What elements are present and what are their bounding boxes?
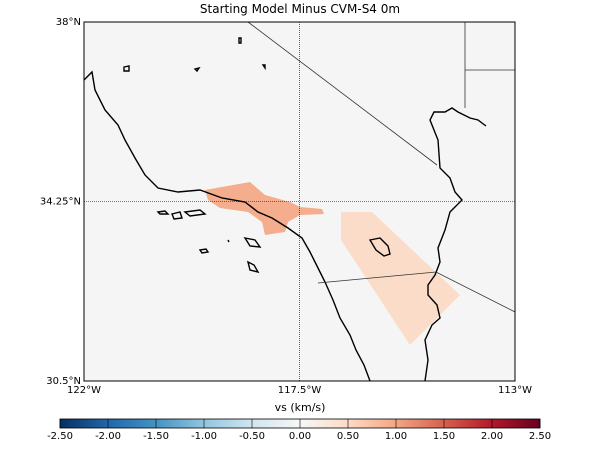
anomaly-patch: [205, 182, 324, 235]
lat-tick-label: 34.25°N: [40, 197, 81, 208]
island: [123, 37, 391, 274]
lat-tick-label: 38°N: [56, 17, 81, 28]
colorbar-tick-label: 2.50: [529, 431, 551, 442]
colorbar-tick-label: -1.50: [143, 431, 169, 442]
lat-tick-label: 30.5°N: [46, 376, 81, 387]
national-border: [317, 271, 516, 313]
colorbar-tick-label: -1.00: [191, 431, 217, 442]
colorbar-tick-label: -2.50: [47, 431, 73, 442]
state-border: [464, 22, 515, 108]
coastline: [83, 70, 371, 382]
colorbar-tick-label: 0.50: [337, 431, 359, 442]
anomaly-patch: [341, 212, 460, 345]
map-layers: [83, 21, 516, 382]
colorbar-tick-label: -0.50: [239, 431, 265, 442]
lon-tick-label: 122°W: [67, 385, 101, 396]
colorbar-tick-label: 1.50: [433, 431, 455, 442]
colorbar-tick-label: -2.00: [95, 431, 121, 442]
map-area: [84, 22, 515, 381]
lon-tick-label: 117.5°W: [278, 385, 322, 396]
colorbar-tick-label: 1.00: [385, 431, 407, 442]
colorbar-tick-label: 0.00: [289, 431, 311, 442]
map-frame: [83, 21, 516, 382]
lon-tick-label: 113°W: [498, 385, 532, 396]
map-title: Starting Model Minus CVM-S4 0m: [200, 2, 400, 16]
colorbar-label: vs (km/s): [275, 401, 326, 414]
state-border: [247, 21, 438, 166]
coastline: [424, 107, 487, 382]
colorbar-tick-label: 2.00: [481, 431, 503, 442]
